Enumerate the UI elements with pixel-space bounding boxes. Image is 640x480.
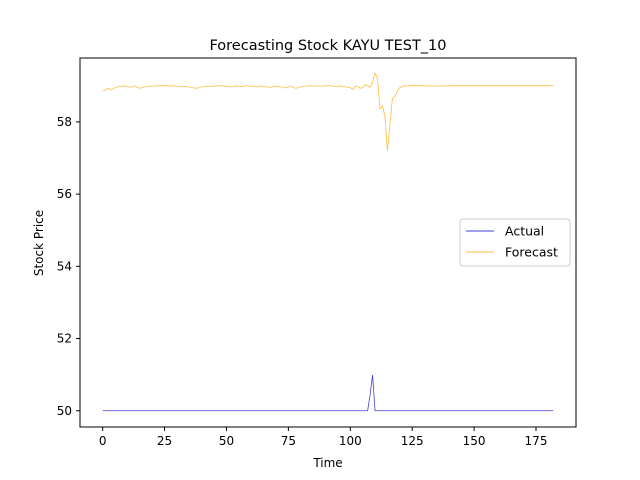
y-tick-label: 52: [57, 332, 72, 346]
series-line-forecast: [102, 71, 554, 151]
y-axis-label: Stock Price: [32, 210, 46, 276]
legend: Actual Forecast: [459, 218, 571, 267]
plot-area-frame: [79, 57, 577, 428]
x-tick-label: 0: [99, 434, 107, 448]
legend-label: Forecast: [505, 245, 558, 260]
x-tick-label: 100: [339, 434, 362, 448]
x-tick-label: 25: [157, 434, 172, 448]
y-tick-label: 54: [57, 259, 72, 273]
y-tick-label: 56: [57, 187, 72, 201]
x-tick-label: 75: [281, 434, 296, 448]
x-axis-label: Time: [312, 456, 342, 470]
axis-ticks: 0 25 50 75 100 125 150 175 50 52 54 56 58: [57, 115, 548, 448]
x-tick-label: 150: [463, 434, 486, 448]
series-line-actual: [102, 374, 554, 412]
x-tick-label: 175: [525, 434, 548, 448]
x-tick-label: 125: [401, 434, 424, 448]
chart-title: Forecasting Stock KAYU TEST_10: [209, 38, 446, 54]
y-tick-label: 50: [57, 404, 72, 418]
legend-label: Actual: [505, 224, 544, 239]
y-tick-label: 58: [57, 115, 72, 129]
x-tick-label: 50: [219, 434, 234, 448]
series-layer: [102, 71, 554, 412]
